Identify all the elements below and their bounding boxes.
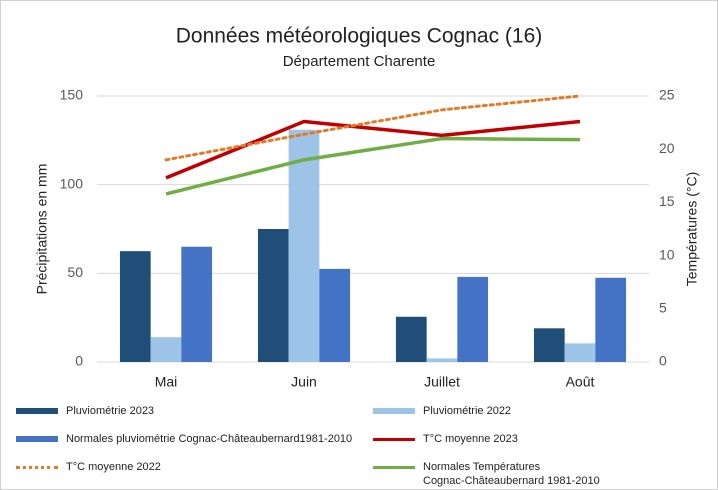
- legend-swatch: [16, 466, 58, 469]
- bar: [457, 276, 489, 362]
- legend-swatch: [16, 408, 58, 414]
- y2-tick-label: 25: [659, 87, 675, 103]
- legend-swatch: [373, 408, 415, 414]
- legend-item: T°C moyenne 2022: [16, 460, 161, 474]
- bar: [564, 343, 596, 362]
- bar: [288, 129, 320, 362]
- y2-tick-label: 0: [659, 353, 667, 369]
- legend-item: Normales pluviométrie Cognac-Châteaubern…: [16, 432, 352, 446]
- x-tick-label: Août: [566, 374, 595, 390]
- legend-item: Pluviométrie 2022: [373, 404, 511, 418]
- legend-label: Pluviométrie 2023: [66, 405, 155, 417]
- legend-label: Pluviométrie 2022: [423, 405, 512, 417]
- bar: [533, 328, 565, 362]
- bar: [181, 246, 213, 362]
- y-tick-label: 0: [75, 353, 83, 369]
- bar: [150, 337, 182, 362]
- x-tick-label: Juin: [291, 374, 317, 390]
- legend-label: Normales Températures Cognac-Châteaubern…: [423, 461, 600, 487]
- y2-tick-label: 10: [659, 246, 675, 262]
- x-tick-label: Mai: [155, 374, 178, 390]
- bar: [319, 268, 351, 362]
- y-axis-label: Précipitations en mm: [34, 164, 50, 295]
- legend-label: Normales pluviométrie Cognac-Châteaubern…: [66, 433, 353, 445]
- line-series: [164, 94, 582, 162]
- legend-swatch: [16, 436, 58, 442]
- legend-item: Normales Températures Cognac-Châteaubern…: [373, 460, 600, 488]
- y2-tick-label: 5: [659, 300, 667, 316]
- y2-tick-label: 20: [659, 140, 675, 156]
- line-series: [165, 119, 581, 180]
- legend-swatch: [373, 466, 415, 469]
- y-tick-label: 150: [60, 87, 84, 103]
- bar: [426, 358, 458, 362]
- chart-title: Données météorologiques Cognac (16): [176, 25, 543, 48]
- legend-label: T°C moyenne 2023: [423, 433, 518, 445]
- line-series: [165, 136, 581, 196]
- bar: [595, 277, 627, 362]
- y-tick-label: 50: [67, 264, 83, 280]
- y2-axis-label: Températures (°C): [684, 172, 700, 287]
- legend-item: T°C moyenne 2023: [373, 432, 518, 446]
- y-tick-label: 100: [60, 175, 84, 191]
- chart-subtitle: Département Charente: [283, 53, 436, 70]
- legend-swatch: [373, 438, 415, 441]
- x-tick-label: Juillet: [424, 374, 460, 390]
- legend-label: T°C moyenne 2022: [66, 461, 161, 473]
- legend-item: Pluviométrie 2023: [16, 404, 154, 418]
- bar: [257, 229, 289, 362]
- bar: [395, 316, 427, 362]
- bar: [119, 251, 151, 362]
- y2-tick-label: 15: [659, 193, 675, 209]
